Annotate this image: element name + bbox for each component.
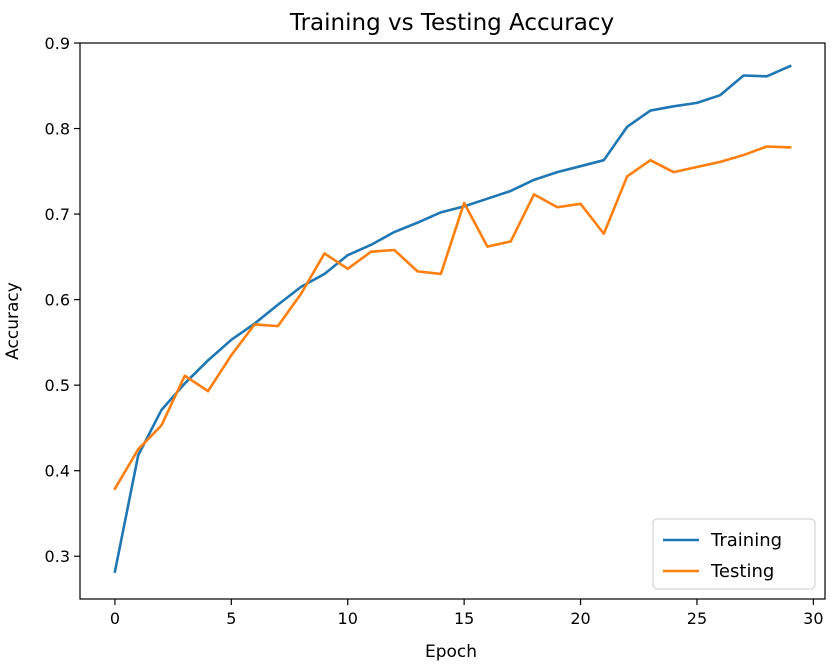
y-axis-label: Accuracy [3, 282, 23, 360]
y-tick-label: 0.7 [45, 205, 70, 224]
series-line-testing [113, 145, 792, 491]
x-tick-label: 25 [687, 609, 707, 628]
legend: Training Testing [652, 518, 816, 590]
y-tick-label: 0.6 [45, 291, 70, 310]
y-tick-label: 0.8 [45, 120, 70, 139]
x-tick-label: 10 [338, 609, 358, 628]
y-tick-label: 0.3 [45, 547, 70, 566]
x-axis-label: Epoch [425, 642, 477, 662]
chart-title: Training vs Testing Accuracy [289, 10, 614, 36]
plot-frame [79, 42, 826, 600]
legend-label-testing: Testing [710, 561, 774, 582]
x-tick-label: 0 [110, 609, 120, 628]
y-axis-ticks: 0.3 0.4 0.5 0.6 0.7 0.8 0.9 [45, 34, 80, 566]
legend-label-training: Training [710, 530, 782, 551]
y-tick-label: 0.4 [45, 462, 70, 481]
series-line-training [113, 64, 792, 574]
x-tick-label: 15 [454, 609, 474, 628]
y-tick-label: 0.5 [45, 376, 70, 395]
series-lines [113, 64, 792, 574]
x-tick-label: 20 [570, 609, 590, 628]
y-tick-label: 0.9 [45, 34, 70, 53]
x-axis-ticks: 0 5 10 15 20 25 30 [110, 599, 824, 628]
x-tick-label: 5 [226, 609, 236, 628]
x-tick-label: 30 [803, 609, 823, 628]
